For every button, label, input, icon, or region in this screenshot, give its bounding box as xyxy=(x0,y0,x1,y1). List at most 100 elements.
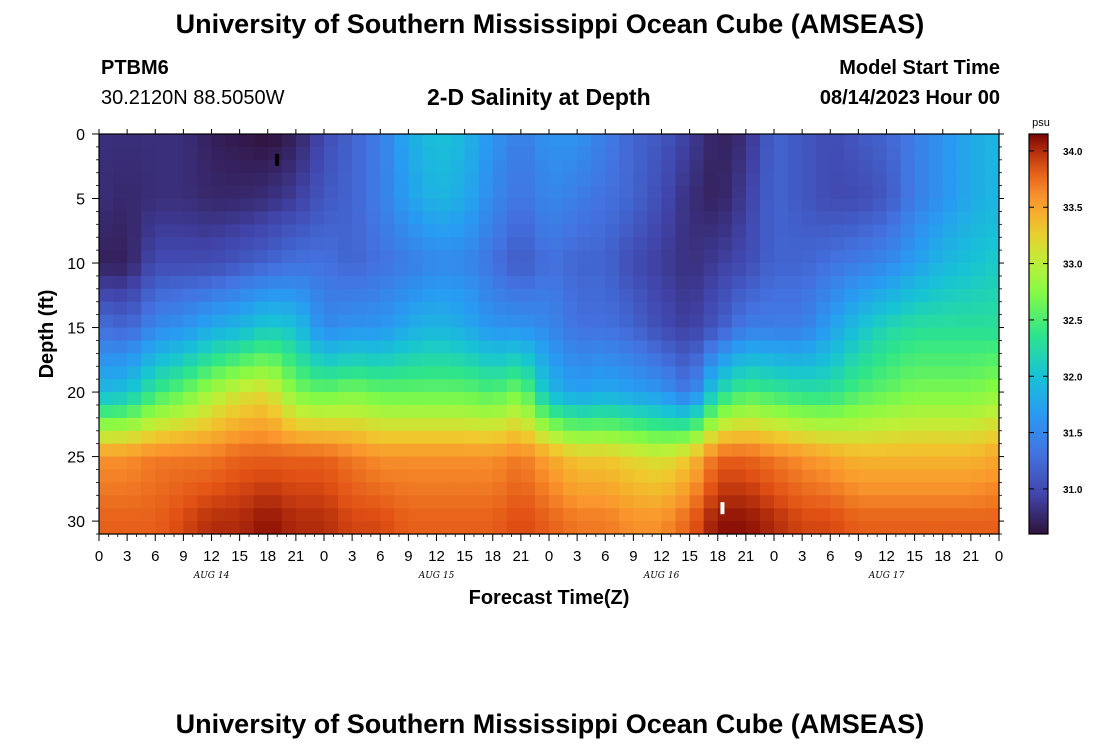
heatmap-cell xyxy=(394,443,409,458)
heatmap-cell xyxy=(141,224,156,238)
heatmap-cell xyxy=(703,379,719,393)
heatmap-cell xyxy=(802,340,817,354)
heatmap-cell xyxy=(577,134,592,148)
heatmap-cell xyxy=(591,211,606,225)
heatmap-cell xyxy=(900,146,916,161)
heatmap-cell xyxy=(422,469,438,483)
heatmap-cell xyxy=(745,172,761,187)
heatmap-cell xyxy=(422,353,438,367)
heatmap-cell xyxy=(619,224,634,238)
heatmap-cell xyxy=(703,172,719,187)
heatmap-cell xyxy=(352,469,367,483)
heatmap-cell xyxy=(577,198,592,213)
heatmap-cell xyxy=(717,172,733,187)
heatmap-cell xyxy=(647,392,663,406)
heatmap-cell xyxy=(984,443,1000,458)
heatmap-cell xyxy=(872,172,888,187)
heatmap-cell xyxy=(844,508,859,522)
heatmap-cell xyxy=(689,172,705,187)
heatmap-cell xyxy=(366,469,381,483)
heatmap-cell xyxy=(591,224,606,238)
heatmap-cell xyxy=(619,443,634,458)
heatmap-cell xyxy=(127,379,142,393)
heatmap-cell xyxy=(689,224,705,238)
heatmap-cell xyxy=(591,340,606,354)
heatmap-cell xyxy=(788,159,803,174)
heatmap-cell xyxy=(492,469,508,483)
heatmap-cell xyxy=(914,404,930,419)
heatmap-cell xyxy=(281,185,297,200)
heatmap-cell xyxy=(633,379,649,393)
heatmap-cell xyxy=(464,185,480,200)
heatmap-cell xyxy=(605,314,620,329)
heatmap-cell xyxy=(534,224,550,238)
heatmap-cell xyxy=(492,198,508,213)
heatmap-cell xyxy=(436,211,452,225)
heatmap-cell xyxy=(127,263,142,277)
heatmap-cell xyxy=(141,198,156,213)
heatmap-cell xyxy=(113,508,128,522)
heatmap-cell xyxy=(324,456,339,471)
heatmap-cell xyxy=(197,172,213,187)
heatmap-cell xyxy=(520,495,536,509)
heatmap-cell xyxy=(605,417,620,432)
heatmap-cell xyxy=(281,263,297,277)
heatmap-cell xyxy=(619,301,634,316)
heatmap-cell xyxy=(520,508,536,522)
heatmap-cell xyxy=(549,456,564,471)
heatmap-cell xyxy=(492,482,508,496)
heatmap-cell xyxy=(267,379,283,393)
heatmap-cell xyxy=(956,198,972,213)
heatmap-cell xyxy=(338,288,353,303)
heatmap-cell xyxy=(802,198,817,213)
heatmap-cell xyxy=(619,263,634,277)
heatmap-cell xyxy=(183,146,199,161)
heatmap-cell xyxy=(183,237,199,251)
heatmap-cell xyxy=(408,379,424,393)
heatmap-cell xyxy=(970,224,986,238)
heatmap-cell xyxy=(225,250,241,264)
heatmap-cell xyxy=(422,275,438,290)
heatmap-cell xyxy=(703,211,719,225)
heatmap-cell xyxy=(197,134,213,148)
heatmap-cell xyxy=(619,275,634,290)
heatmap-cell xyxy=(464,275,480,290)
heatmap-cell xyxy=(549,237,564,251)
heatmap-cell xyxy=(759,327,775,342)
heatmap-cell xyxy=(970,456,986,471)
heatmap-cell xyxy=(774,482,789,496)
heatmap-cell xyxy=(99,417,114,432)
heatmap-cell xyxy=(225,469,241,483)
heatmap-cell xyxy=(745,250,761,264)
heatmap-cell xyxy=(745,482,761,496)
heatmap-cell xyxy=(872,495,888,509)
heatmap-cell xyxy=(703,146,719,161)
heatmap-cell xyxy=(492,392,508,406)
heatmap-cell xyxy=(309,250,325,264)
heatmap-cell xyxy=(113,417,128,432)
heatmap-cell xyxy=(352,366,367,380)
heatmap-cell xyxy=(984,275,1000,290)
heatmap-cell xyxy=(717,185,733,200)
heatmap-cell xyxy=(338,456,353,471)
heatmap-cell xyxy=(450,508,466,522)
heatmap-cell xyxy=(731,275,747,290)
heatmap-cell xyxy=(661,495,677,509)
heatmap-cell xyxy=(211,379,227,393)
heatmap-cell xyxy=(942,185,958,200)
heatmap-cell xyxy=(675,404,691,419)
heatmap-cell xyxy=(802,521,817,535)
heatmap-cell xyxy=(281,521,297,535)
heatmap-cell xyxy=(928,443,944,458)
heatmap-cell xyxy=(858,134,874,148)
heatmap-cell xyxy=(830,224,845,238)
chart-title: University of Southern Mississippi Ocean… xyxy=(175,9,925,39)
heatmap-cell xyxy=(577,224,592,238)
heatmap-cell xyxy=(703,224,719,238)
heatmap-cell xyxy=(844,340,859,354)
heatmap-cell xyxy=(324,314,339,329)
heatmap-cell xyxy=(914,134,930,148)
heatmap-cell xyxy=(436,275,452,290)
heatmap-cell xyxy=(816,521,831,535)
heatmap-cell xyxy=(436,379,452,393)
